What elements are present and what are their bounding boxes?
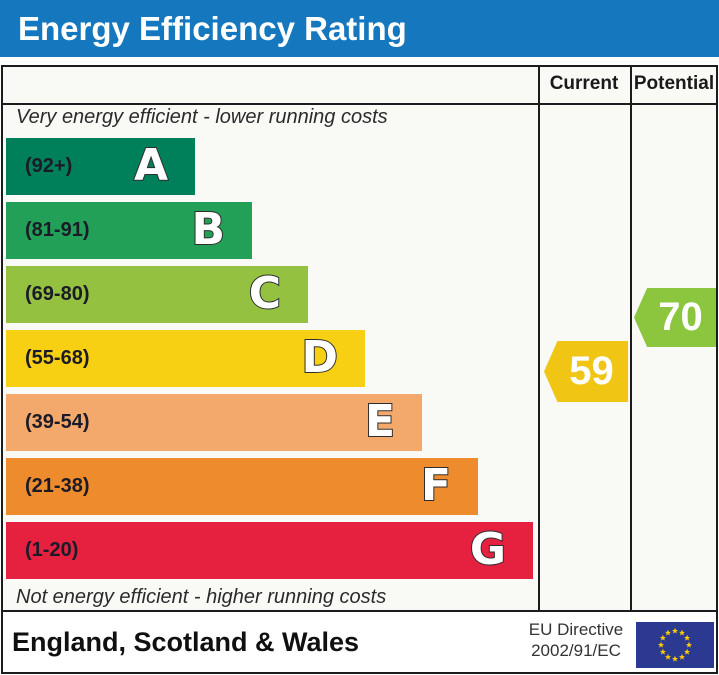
eu-flag-icon: [636, 622, 714, 668]
current-rating-value: 59: [569, 349, 614, 393]
potential-rating-arrow: 70: [634, 288, 716, 347]
band-range-label: (69-80): [25, 283, 90, 305]
band-range-label: (21-38): [25, 475, 90, 497]
bottom-note: Not energy efficient - higher running co…: [16, 586, 387, 608]
band-range-label: (55-68): [25, 347, 90, 369]
band-letter: G: [469, 523, 507, 576]
footer-region-label: England, Scotland & Wales: [12, 627, 360, 657]
band-range-label: (39-54): [25, 411, 90, 433]
potential-rating-value: 70: [658, 295, 703, 339]
footer-frame: [1, 610, 718, 674]
band-bar-a: (92+) A: [6, 138, 195, 195]
band-bar-e: (39-54) E: [6, 394, 422, 451]
band-bar-g: (1-20) G: [6, 522, 533, 579]
band-letter: C: [248, 267, 282, 320]
band-bar-d: (55-68) D: [6, 330, 365, 387]
band-range-label: (92+): [25, 155, 73, 177]
header-bar: Energy Efficiency Rating: [0, 0, 719, 57]
eu-flag-stars: [657, 627, 693, 662]
header-row-divider: [1, 103, 718, 105]
band-letter: D: [300, 331, 339, 384]
eu-directive-line2: 2002/91/EC: [531, 641, 621, 660]
eu-directive-label: EU Directive 2002/91/EC: [520, 619, 632, 661]
band-letter: E: [364, 395, 396, 448]
band-range-label: (1-20): [25, 539, 79, 561]
band-bar-c: (69-80) C: [6, 266, 308, 323]
band-bar-b: (81-91) B: [6, 202, 252, 259]
band-range-label: (81-91): [25, 219, 90, 241]
column-divider-current: [538, 65, 540, 612]
band-bar-f: (21-38) F: [6, 458, 478, 515]
column-divider-potential: [630, 65, 632, 612]
band-letter: B: [190, 203, 226, 256]
band-letter: A: [133, 139, 169, 192]
current-rating-arrow: 59: [544, 341, 628, 402]
band-letter: F: [420, 459, 452, 512]
eu-directive-line1: EU Directive: [528, 620, 624, 639]
top-note: Very energy efficient - lower running co…: [16, 106, 388, 128]
page-title: Energy Efficiency Rating: [18, 10, 407, 47]
current-column-header: Current: [549, 73, 619, 94]
potential-column-header: Potential: [633, 73, 715, 94]
